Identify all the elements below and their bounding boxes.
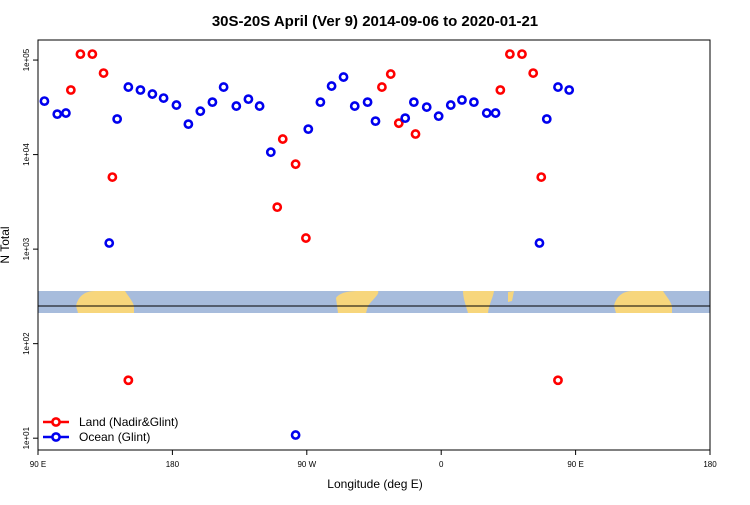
y-tick-label: 1e+02 <box>22 332 31 355</box>
point <box>231 101 242 111</box>
point <box>445 100 456 110</box>
point <box>272 202 283 213</box>
point <box>564 85 575 95</box>
point <box>39 96 50 107</box>
point <box>254 101 265 111</box>
point <box>158 93 169 103</box>
x-axis-label: Longitude (deg E) <box>327 477 422 491</box>
point <box>490 108 501 118</box>
x-tick-label: 0 <box>439 460 444 469</box>
y-tick-label: 1e+04 <box>22 143 31 166</box>
point <box>433 111 444 122</box>
point <box>195 106 206 117</box>
plot-frame <box>37 39 711 451</box>
point <box>171 100 182 110</box>
point <box>303 124 314 135</box>
point <box>377 82 387 92</box>
point <box>218 82 229 92</box>
point <box>326 81 337 91</box>
point <box>495 85 506 95</box>
point <box>481 108 492 118</box>
point <box>98 68 109 78</box>
point <box>504 49 515 60</box>
point <box>400 113 411 124</box>
legend-label: Ocean (Glint) <box>79 430 150 444</box>
point <box>385 69 396 79</box>
point <box>421 102 432 112</box>
chart-title: 30S-20S April (Ver 9) 2014-09-06 to 2020… <box>212 13 538 30</box>
point <box>534 238 545 248</box>
legend-label: Land (Nadir&Glint) <box>79 415 178 429</box>
point <box>362 97 373 108</box>
point <box>290 430 301 440</box>
x-tick-label: 90 E <box>30 460 46 469</box>
point <box>243 94 254 105</box>
point <box>408 97 419 108</box>
point <box>183 119 194 130</box>
x-tick-label: 180 <box>703 460 717 469</box>
point <box>135 85 146 95</box>
x-tick-label: 180 <box>166 460 180 469</box>
point <box>370 116 381 127</box>
map-band <box>38 291 710 313</box>
point <box>65 85 76 95</box>
point <box>87 49 98 60</box>
y-tick-label: 1e+03 <box>22 237 31 260</box>
point <box>301 233 311 243</box>
point <box>207 97 218 108</box>
y-tick-label: 1e+05 <box>22 48 31 71</box>
point <box>75 49 86 60</box>
point <box>104 238 115 248</box>
point <box>265 147 276 158</box>
point <box>123 82 134 92</box>
point <box>112 114 123 124</box>
point <box>541 114 552 124</box>
point <box>290 159 301 170</box>
point <box>61 108 71 118</box>
point <box>410 129 421 139</box>
point <box>277 134 288 144</box>
point <box>107 172 118 182</box>
point <box>338 72 349 82</box>
point <box>553 82 563 92</box>
y-tick-label: 1e+01 <box>22 426 31 449</box>
point <box>528 68 539 78</box>
point <box>393 118 404 129</box>
point <box>52 109 63 120</box>
point <box>147 89 158 99</box>
x-tick-label: 90 W <box>297 460 316 469</box>
point <box>123 375 134 386</box>
point <box>553 375 563 386</box>
point <box>536 172 547 182</box>
point <box>457 95 467 105</box>
legend-marker <box>51 417 61 427</box>
x-tick-label: 90 E <box>567 460 583 469</box>
point <box>469 97 479 108</box>
point <box>315 97 326 108</box>
y-axis-label: N Total <box>0 226 12 263</box>
point <box>349 101 360 111</box>
legend-marker <box>51 432 61 442</box>
point <box>517 49 527 60</box>
